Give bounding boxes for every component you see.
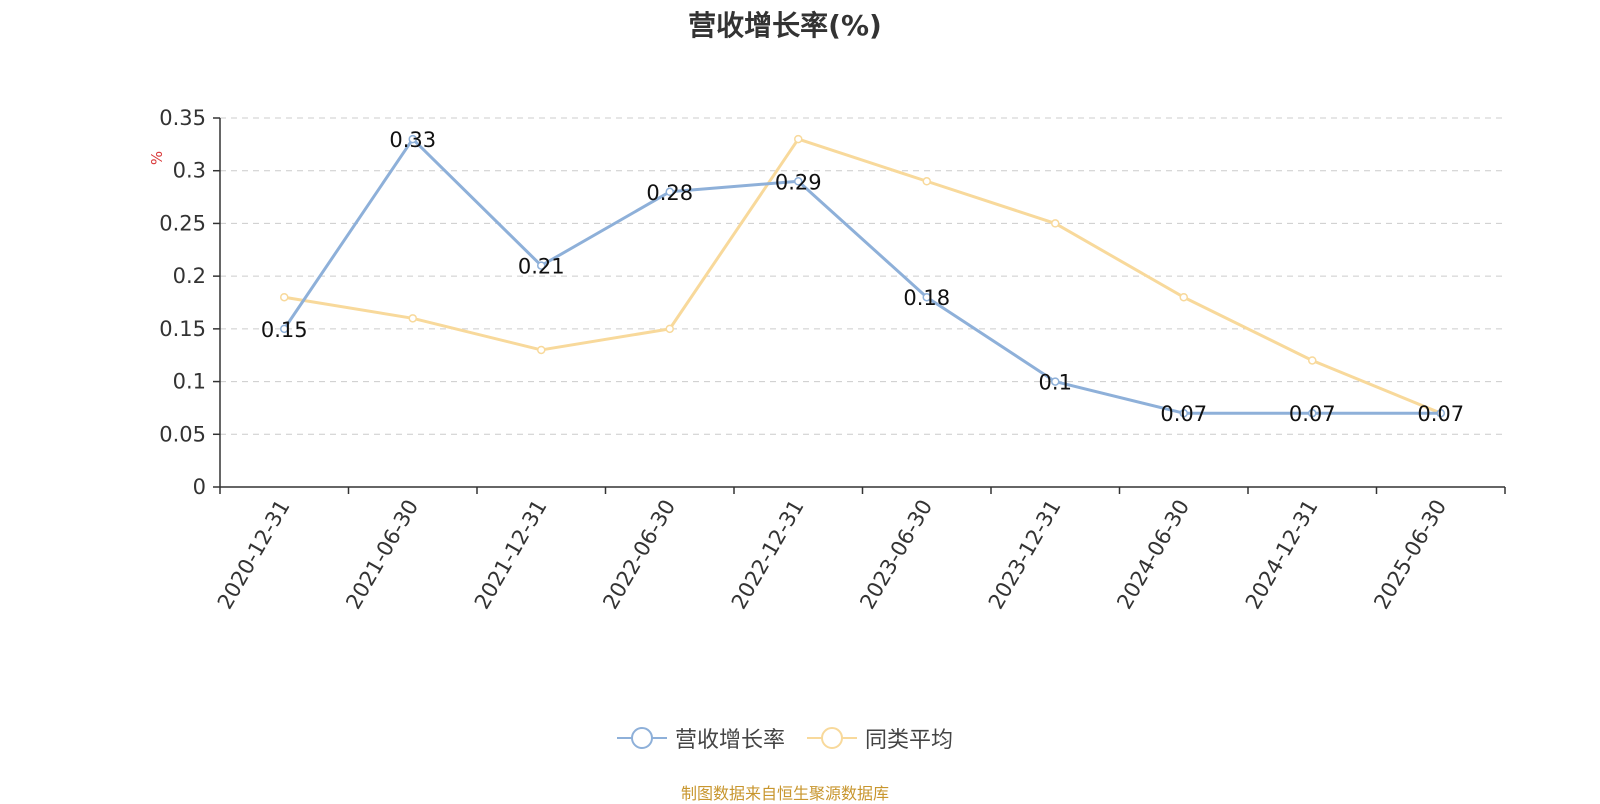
legend-label-series-2: 同类平均 (865, 728, 954, 753)
series-2-point (1308, 356, 1317, 365)
series-1-point (408, 134, 417, 144)
data-label: 0.18 (903, 286, 950, 310)
series-1-point (1179, 408, 1188, 418)
data-label: 0.07 (1160, 402, 1207, 426)
series-2-point (408, 314, 417, 323)
x-tick-label: 2022-12-31 (727, 496, 809, 614)
series-2-point (537, 345, 546, 355)
series-2-point (1051, 219, 1060, 228)
legend-item-series-2[interactable]: 同类平均 (807, 722, 953, 754)
legend: 营收增长率 同类平均 (0, 722, 1570, 754)
y-tick-label: 0.05 (159, 422, 206, 446)
data-label: 0.07 (1289, 402, 1336, 426)
y-tick-label: 0.1 (173, 370, 206, 394)
series-line-2 (284, 137, 1442, 415)
series-1-point (922, 292, 931, 302)
series-1-point (1308, 408, 1317, 418)
x-tick-label: 2022-06-30 (598, 496, 680, 614)
data-label: 0.1 (1039, 371, 1072, 395)
y-tick-label: 0.25 (159, 211, 206, 235)
x-tick-label: 2025-06-30 (1369, 496, 1451, 614)
x-tick-label: 2024-12-31 (1241, 496, 1323, 614)
legend-line-circle-icon (616, 727, 667, 749)
series-1-point (537, 261, 546, 270)
data-labels: 0.15 0.33 0.21 0.28 0.29 0.18 0.1 0.07 0.07 0.07 (261, 128, 1464, 426)
grid-lines (220, 117, 1505, 435)
y-tick-label: 0.2 (173, 264, 206, 288)
legend-label-series-1: 营收增长率 (674, 728, 785, 753)
series-1-point (1436, 408, 1445, 418)
series-1-point (1051, 377, 1060, 386)
series-2-point (922, 177, 931, 186)
x-tick-label: 2021-12-31 (470, 496, 552, 614)
series-1-point (280, 324, 289, 334)
data-label: 0.29 (775, 170, 822, 194)
axes: 0 0.05 0.1 0.15 0.2 0.25 0.3 0.35 2020-12-31 2021… (159, 106, 1506, 614)
data-label: 0.33 (389, 128, 436, 152)
data-label: 0.15 (261, 318, 308, 342)
data-label: 0.07 (1417, 402, 1464, 426)
x-tick-label: 2023-12-31 (984, 496, 1066, 614)
data-label: 0.28 (646, 181, 693, 205)
series-1-point (665, 187, 674, 197)
y-tick-label: 0.15 (159, 317, 206, 341)
y-tick-label: 0.3 (173, 159, 206, 183)
data-label: 0.21 (518, 255, 565, 279)
series-2-point (280, 292, 289, 302)
series-line-1 (283, 137, 1441, 415)
y-tick-label: 0.35 (159, 106, 206, 130)
chart-title: 营收增长率(%) (688, 9, 882, 42)
legend-item-series-1[interactable]: 营收增长率 (616, 722, 785, 754)
series-2-point (1179, 292, 1188, 302)
series-lines (280, 134, 1445, 418)
data-source-note: 制图数据来自恒生聚源数据库 (680, 784, 889, 803)
x-tick-label: 2023-06-30 (855, 496, 937, 614)
y-tick-label: 0 (193, 475, 206, 499)
x-tick-label: 2020-12-31 (213, 496, 295, 614)
y-axis-unit-label: % (148, 151, 166, 165)
legend-line-circle-icon (807, 727, 857, 749)
x-tick-label: 2021-06-30 (341, 496, 423, 614)
series-2-point (794, 134, 803, 144)
series-2-point (665, 324, 674, 334)
x-tick-label: 2024-06-30 (1112, 496, 1194, 614)
series-1-point (794, 177, 803, 186)
